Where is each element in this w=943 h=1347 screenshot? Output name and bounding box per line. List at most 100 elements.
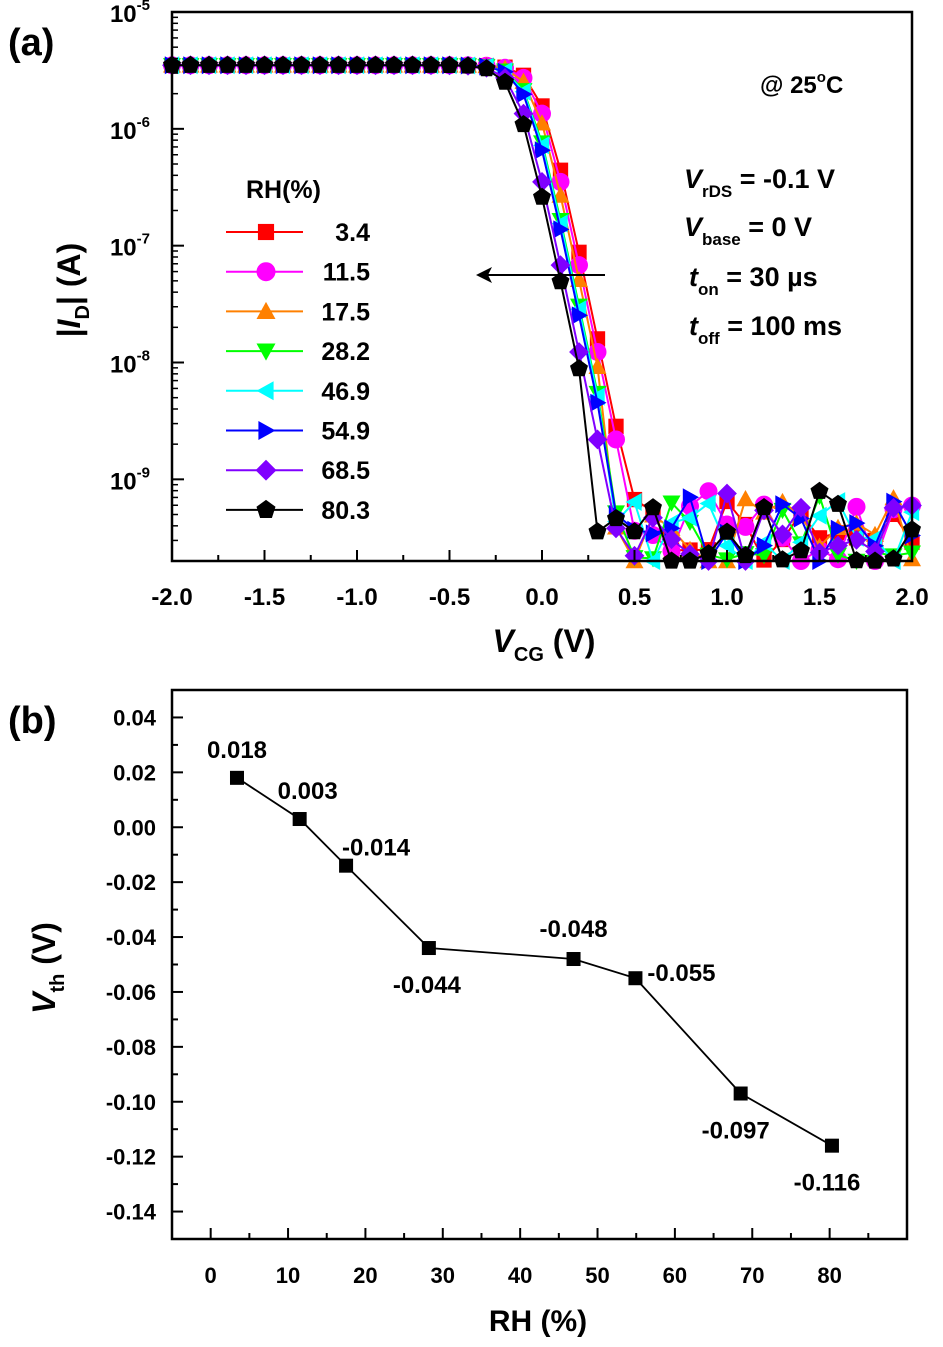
data-point xyxy=(607,509,625,527)
data-point xyxy=(772,524,793,545)
panel-a-y-axis: 10-9 10-8 10-7 10-6 10-5 xyxy=(110,0,184,562)
data-point xyxy=(847,497,866,516)
data-point xyxy=(847,551,866,569)
data-point xyxy=(366,55,385,73)
y-tick-label: 10-5 xyxy=(110,0,150,28)
x-tick-label: 50 xyxy=(585,1263,609,1288)
legend-item-17.5: 17.5 xyxy=(226,298,370,326)
vth-line xyxy=(236,777,833,1147)
data-point xyxy=(699,494,716,513)
data-label: -0.097 xyxy=(702,1118,770,1145)
legend-label: 80.3 xyxy=(321,497,370,525)
legend-item-11.5: 11.5 xyxy=(226,259,370,287)
data-point xyxy=(440,55,459,73)
data-point xyxy=(810,506,827,525)
data-point xyxy=(571,306,588,325)
panel-a-x-axis: -2.0 -1.5 -1.0 -0.5 0.0 0.5 1.0 1.5 2.0 xyxy=(151,550,929,611)
temperature-annotation: @ 25oC xyxy=(760,69,843,99)
data-label: -0.048 xyxy=(540,916,608,943)
legend-title: RH(%) xyxy=(246,176,321,204)
x-tick-label: 20 xyxy=(353,1263,377,1288)
data-point xyxy=(699,482,718,501)
data-point xyxy=(459,56,477,74)
condition-vbase: Vbase = 0 V xyxy=(684,212,812,249)
data-point xyxy=(756,536,773,555)
data-point xyxy=(645,524,662,543)
x-tick-label: 70 xyxy=(740,1263,764,1288)
data-point xyxy=(810,481,829,499)
data-point xyxy=(534,141,551,160)
data-point xyxy=(533,114,551,131)
legend-item-28.2: 28.2 xyxy=(226,338,370,366)
legend-marker xyxy=(256,343,276,361)
data-label: -0.055 xyxy=(647,960,715,987)
data-point xyxy=(681,508,698,527)
x-tick-label: 2.0 xyxy=(895,584,928,611)
y-tick-label: 10-6 xyxy=(110,114,150,145)
data-point xyxy=(736,546,755,564)
data-point xyxy=(644,498,662,516)
data-point xyxy=(791,497,811,518)
x-tick-label: 1.5 xyxy=(803,584,836,611)
data-point xyxy=(477,59,496,77)
x-tick-label: -1.5 xyxy=(244,584,285,611)
x-tick-label: 40 xyxy=(508,1263,532,1288)
x-tick-label: 10 xyxy=(276,1263,300,1288)
data-point xyxy=(292,55,311,73)
legend-label: 68.5 xyxy=(321,457,370,485)
data-point xyxy=(566,952,581,967)
data-point xyxy=(550,255,571,276)
data-point xyxy=(274,55,292,73)
data-point xyxy=(181,55,200,73)
data-point xyxy=(792,541,810,559)
legend-marker xyxy=(257,223,275,241)
data-point xyxy=(736,489,755,507)
data-point xyxy=(292,812,307,827)
legend-label: 11.5 xyxy=(323,259,370,287)
legend-label: 54.9 xyxy=(321,418,370,446)
y-tick-label: 0.00 xyxy=(113,815,156,840)
x-tick-label: 30 xyxy=(431,1263,455,1288)
data-point xyxy=(496,72,514,90)
y-tick-label: 10-9 xyxy=(110,464,150,495)
panel-b-plot-area: 0.018 0.003 -0.014 -0.044 -0.048 -0.055 -0.097… xyxy=(207,737,860,1197)
data-point xyxy=(588,522,607,540)
panel-a-y-axis-label: |ID| (A) xyxy=(51,243,94,338)
data-point xyxy=(625,493,642,512)
data-point xyxy=(625,522,644,540)
data-point xyxy=(218,55,237,73)
data-point xyxy=(329,55,348,73)
condition-vrds: VrDS = -0.1 V xyxy=(684,164,835,201)
y-tick-label: -0.08 xyxy=(106,1035,156,1060)
data-point xyxy=(533,104,551,123)
y-tick-label: 0.04 xyxy=(113,705,157,730)
data-point xyxy=(200,55,218,73)
data-point xyxy=(755,498,773,516)
panel-b-y-axis: 0.04 0.02 0.00 -0.02 -0.04 -0.06 -0.08 -0.10 -0.… xyxy=(106,705,183,1240)
data-label: -0.014 xyxy=(342,835,411,862)
legend-label: 17.5 xyxy=(321,298,370,326)
data-point xyxy=(587,429,608,450)
data-point xyxy=(824,1138,839,1153)
data-point xyxy=(513,103,534,124)
data-point xyxy=(255,55,274,73)
panel-b-label: (b) xyxy=(8,700,57,742)
data-point xyxy=(339,858,354,873)
y-tick-label: -0.04 xyxy=(106,925,157,950)
panel-a-plot-area xyxy=(162,55,922,571)
data-point xyxy=(422,55,440,73)
data-point xyxy=(883,497,904,518)
data-point xyxy=(733,1086,748,1101)
conditions-block: VrDS = -0.1 V Vbase = 0 V ton = 30 µs to… xyxy=(684,164,842,348)
legend-marker xyxy=(256,301,276,319)
data-point xyxy=(773,550,792,568)
legend-label: 3.4 xyxy=(335,219,370,247)
data-point xyxy=(385,55,403,73)
legend-marker xyxy=(256,381,274,401)
x-tick-label: 1.0 xyxy=(710,584,743,611)
legend-item-54.9: 54.9 xyxy=(226,418,370,446)
legend-item-46.9: 46.9 xyxy=(226,378,370,406)
legend: RH(%) 3.4 11.5 17.5 28.2 46.9 54.9 68.5 80.3 xyxy=(226,176,370,525)
data-point xyxy=(718,522,736,540)
condition-ton: ton = 30 µs xyxy=(689,262,818,299)
